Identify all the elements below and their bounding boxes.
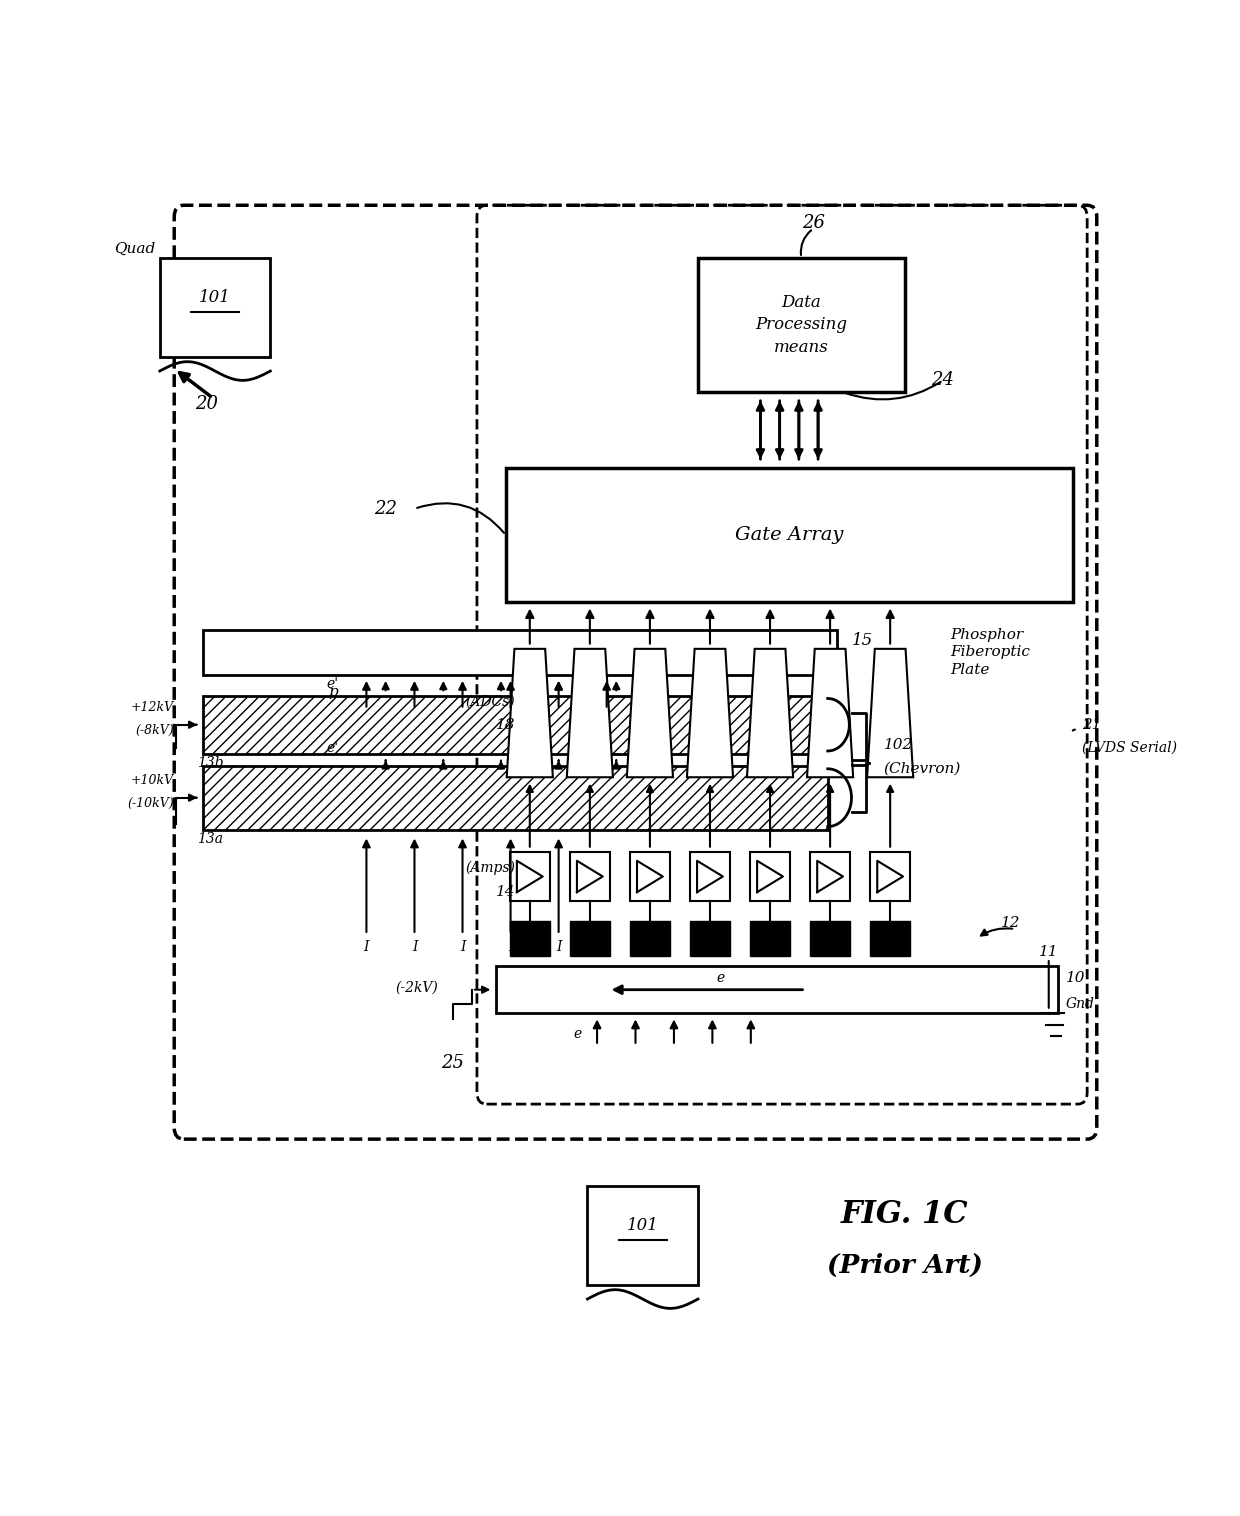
Bar: [630, 852, 670, 901]
Text: I: I: [460, 940, 465, 954]
Text: 14: 14: [496, 885, 516, 899]
Bar: [870, 852, 910, 901]
Text: (-8kV): (-8kV): [135, 725, 174, 737]
Bar: [510, 852, 551, 901]
Bar: [203, 696, 828, 753]
Text: 12: 12: [1001, 916, 1021, 931]
Text: (LVDS Serial): (LVDS Serial): [1083, 741, 1177, 755]
Text: 20: 20: [196, 394, 218, 412]
Text: +12kV: +12kV: [131, 700, 174, 714]
Text: 25: 25: [441, 1054, 465, 1072]
Text: e: e: [574, 1026, 582, 1041]
Text: 15: 15: [852, 632, 873, 649]
Bar: [689, 920, 730, 957]
Text: Data
Processing
means: Data Processing means: [755, 294, 847, 356]
Text: 102: 102: [883, 738, 913, 752]
Bar: [810, 852, 851, 901]
Text: (-2kV): (-2kV): [396, 981, 439, 994]
Bar: [506, 468, 1073, 602]
Text: 10: 10: [1066, 972, 1085, 985]
Bar: [569, 920, 610, 957]
Text: e': e': [326, 676, 339, 691]
Bar: [870, 920, 910, 957]
Text: 18: 18: [496, 717, 516, 732]
Bar: [160, 258, 270, 358]
Polygon shape: [807, 649, 853, 778]
Text: Gnd.: Gnd.: [1066, 996, 1100, 1011]
Text: Gate Array: Gate Array: [735, 526, 843, 544]
Text: 11: 11: [1039, 946, 1059, 960]
Text: I: I: [412, 940, 417, 954]
Polygon shape: [867, 649, 913, 778]
Text: I: I: [508, 940, 513, 954]
Text: p: p: [327, 685, 337, 699]
Polygon shape: [687, 649, 733, 778]
Text: FIG. 1C: FIG. 1C: [841, 1199, 968, 1231]
Text: I: I: [363, 940, 370, 954]
Text: Quad: Quad: [114, 241, 155, 256]
Bar: [496, 966, 1058, 1013]
Text: (Amps): (Amps): [465, 861, 516, 876]
Text: (-10kV): (-10kV): [128, 797, 174, 810]
Text: e': e': [326, 741, 339, 755]
Bar: [689, 852, 730, 901]
Bar: [698, 258, 904, 393]
Polygon shape: [627, 649, 673, 778]
Bar: [750, 920, 790, 957]
Text: 13a: 13a: [197, 832, 223, 846]
Bar: [630, 920, 670, 957]
Text: (Chevron): (Chevron): [883, 761, 961, 776]
Text: (ADCs): (ADCs): [466, 694, 516, 708]
Text: 22: 22: [374, 500, 397, 518]
Text: Phosphor
Fiberoptic
Plate: Phosphor Fiberoptic Plate: [951, 628, 1030, 676]
Text: 101: 101: [626, 1217, 658, 1234]
Text: 24: 24: [931, 371, 955, 390]
Text: +10kV: +10kV: [131, 773, 174, 787]
Polygon shape: [507, 649, 553, 778]
Text: 21: 21: [1083, 717, 1102, 732]
Text: I: I: [556, 940, 562, 954]
Bar: [569, 852, 610, 901]
Text: e: e: [717, 972, 725, 985]
Text: 26: 26: [802, 214, 825, 232]
Bar: [203, 766, 828, 829]
Text: 101: 101: [200, 290, 231, 306]
Polygon shape: [746, 649, 794, 778]
Bar: [203, 631, 837, 675]
Bar: [510, 920, 551, 957]
Bar: [588, 1186, 698, 1286]
Bar: [750, 852, 790, 901]
Polygon shape: [567, 649, 613, 778]
Bar: [810, 920, 851, 957]
Text: 13b: 13b: [197, 756, 224, 770]
Text: (Prior Art): (Prior Art): [827, 1252, 982, 1278]
